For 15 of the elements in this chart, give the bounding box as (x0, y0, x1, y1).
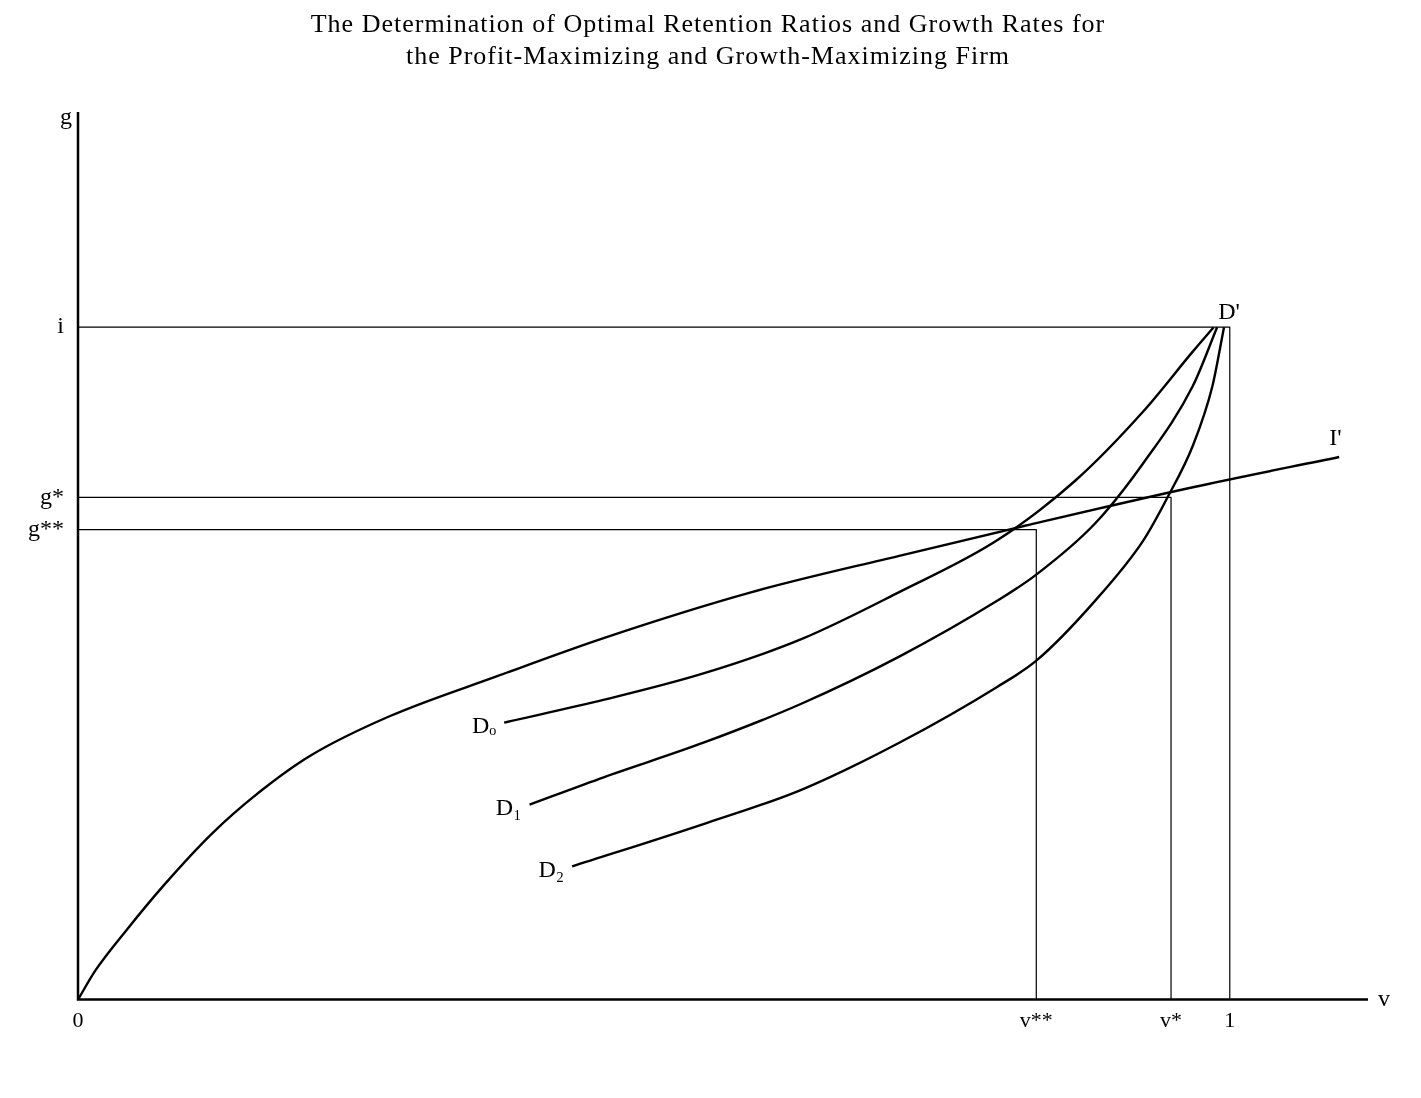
series-label: Dₒ (471, 711, 497, 738)
text: g (60, 103, 72, 130)
series-label: g* (40, 482, 64, 509)
x-tick-label: v* (1160, 1006, 1183, 1032)
x-tick-label: 1 (1224, 1006, 1236, 1032)
series-label: D₂ (538, 855, 565, 882)
x-tick-label: v** (1019, 1006, 1053, 1032)
x-axis-title: v (1378, 984, 1390, 1011)
series-label: i (57, 312, 65, 339)
series-label: I' (1329, 424, 1342, 451)
x-tick-label: 0 (72, 1006, 84, 1032)
series-label: g** (28, 514, 64, 541)
series-label: D₁ (495, 793, 522, 820)
annotation: D' (1218, 298, 1240, 325)
chart-title: The Determination of Optimal Retention Ratios and Growth Rates for the Profit-Maximizing and Growth-Maximizing Firm (309, 8, 1107, 72)
